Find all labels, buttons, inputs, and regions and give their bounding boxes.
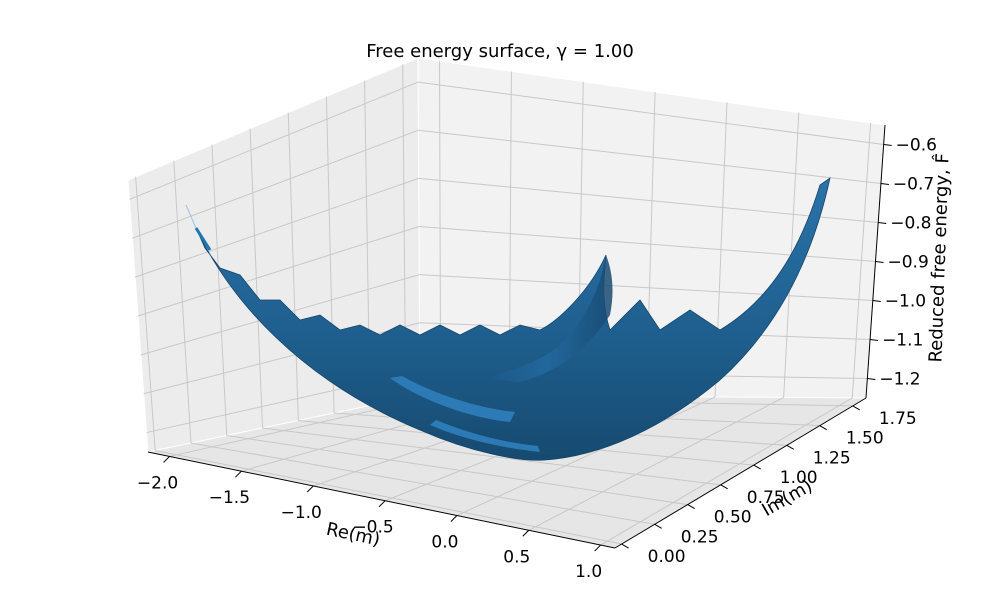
y-tick-mark [621, 543, 629, 549]
x-tick-mark [522, 529, 530, 537]
surface-left-edge [194, 227, 212, 251]
y-tick-label: 1.25 [813, 448, 851, 468]
y-gridline [262, 427, 721, 486]
x-gridline [528, 397, 784, 531]
x-tick-mark [450, 515, 458, 522]
z-tick-mark [875, 261, 884, 263]
x-tick-label: 0.0 [431, 533, 458, 553]
x-gridline [456, 396, 716, 516]
z-tick-mark [883, 144, 892, 146]
z-tick-label: −1.2 [879, 370, 920, 390]
y-tick-label: 0.50 [714, 508, 752, 528]
y-tick-label: 0.25 [681, 527, 719, 547]
z-gridline [418, 129, 881, 184]
x-tick-label: −1.5 [209, 488, 250, 508]
y-gridline [226, 435, 688, 506]
y-tick-mark [654, 523, 662, 529]
z-tick-label: −0.9 [888, 253, 929, 273]
y-tick-mark [852, 405, 861, 411]
surface-inner-ridge [480, 255, 613, 382]
z-gridline [129, 81, 419, 200]
z-tick-label: −0.7 [893, 175, 934, 195]
y-tick-mark [819, 425, 828, 431]
chart-title: Free energy surface, γ = 1.00 [366, 41, 634, 62]
y-axis-line [614, 397, 867, 549]
surface-band-2 [430, 420, 540, 452]
x-tick-mark [163, 456, 170, 463]
z-tick-label: −1.0 [885, 292, 926, 312]
y-tick-label: 0.75 [747, 488, 785, 508]
y-gridline [155, 450, 622, 545]
x-tick-label: −1.0 [281, 503, 322, 523]
z-gridline [418, 81, 884, 145]
z-tick-mark [867, 378, 876, 380]
y-tick-mark [753, 464, 761, 470]
z-ticks: −0.6 −0.7 −0.8 −0.9 −1.0 −1.1 −1.2 [867, 136, 937, 390]
x-axis-line [147, 451, 616, 549]
x-ticks: −2.0 −1.5 −1.0 −0.5 0.0 0.5 1.0 [137, 456, 602, 582]
x-tick-label: 1.0 [575, 562, 602, 582]
z-tick-mark [878, 222, 887, 224]
z-tick-mark [870, 339, 879, 341]
y-tick-mark [687, 504, 695, 510]
surface-band-1 [390, 376, 515, 422]
x-tick-label: −2.0 [137, 473, 178, 493]
x-tick-label: 0.5 [503, 547, 530, 567]
free-energy-surface [185, 177, 831, 461]
x-tick-mark [594, 544, 601, 552]
z-gridline [418, 177, 879, 223]
y-tick-label: 1.75 [879, 409, 917, 429]
x-tick-label: −0.5 [352, 518, 393, 538]
z-tick-label: −1.1 [882, 331, 923, 351]
y-ticks: 0.000.250.500.751.001.251.501.75 [621, 405, 917, 567]
y-tick-label: 1.50 [846, 429, 884, 449]
y-tick-label: 0.00 [648, 547, 686, 567]
y-tick-label: 1.00 [780, 468, 818, 488]
y-tick-mark [786, 444, 794, 450]
z-tick-label: −0.6 [896, 136, 937, 156]
z-gridline [419, 274, 873, 301]
x-tick-mark [306, 485, 314, 493]
z-tick-label: −0.8 [890, 214, 931, 234]
x-tick-mark [378, 500, 386, 508]
z-tick-mark [872, 300, 881, 302]
z-gridline [137, 226, 420, 317]
z-gridline [132, 129, 419, 239]
z-tick-mark [880, 183, 889, 185]
y-gridline [190, 442, 655, 525]
x-gridline [600, 397, 853, 546]
z-gridline [134, 177, 419, 278]
surface-front [195, 177, 831, 461]
y-tick-mark [720, 484, 728, 490]
x-tick-mark [235, 470, 242, 478]
